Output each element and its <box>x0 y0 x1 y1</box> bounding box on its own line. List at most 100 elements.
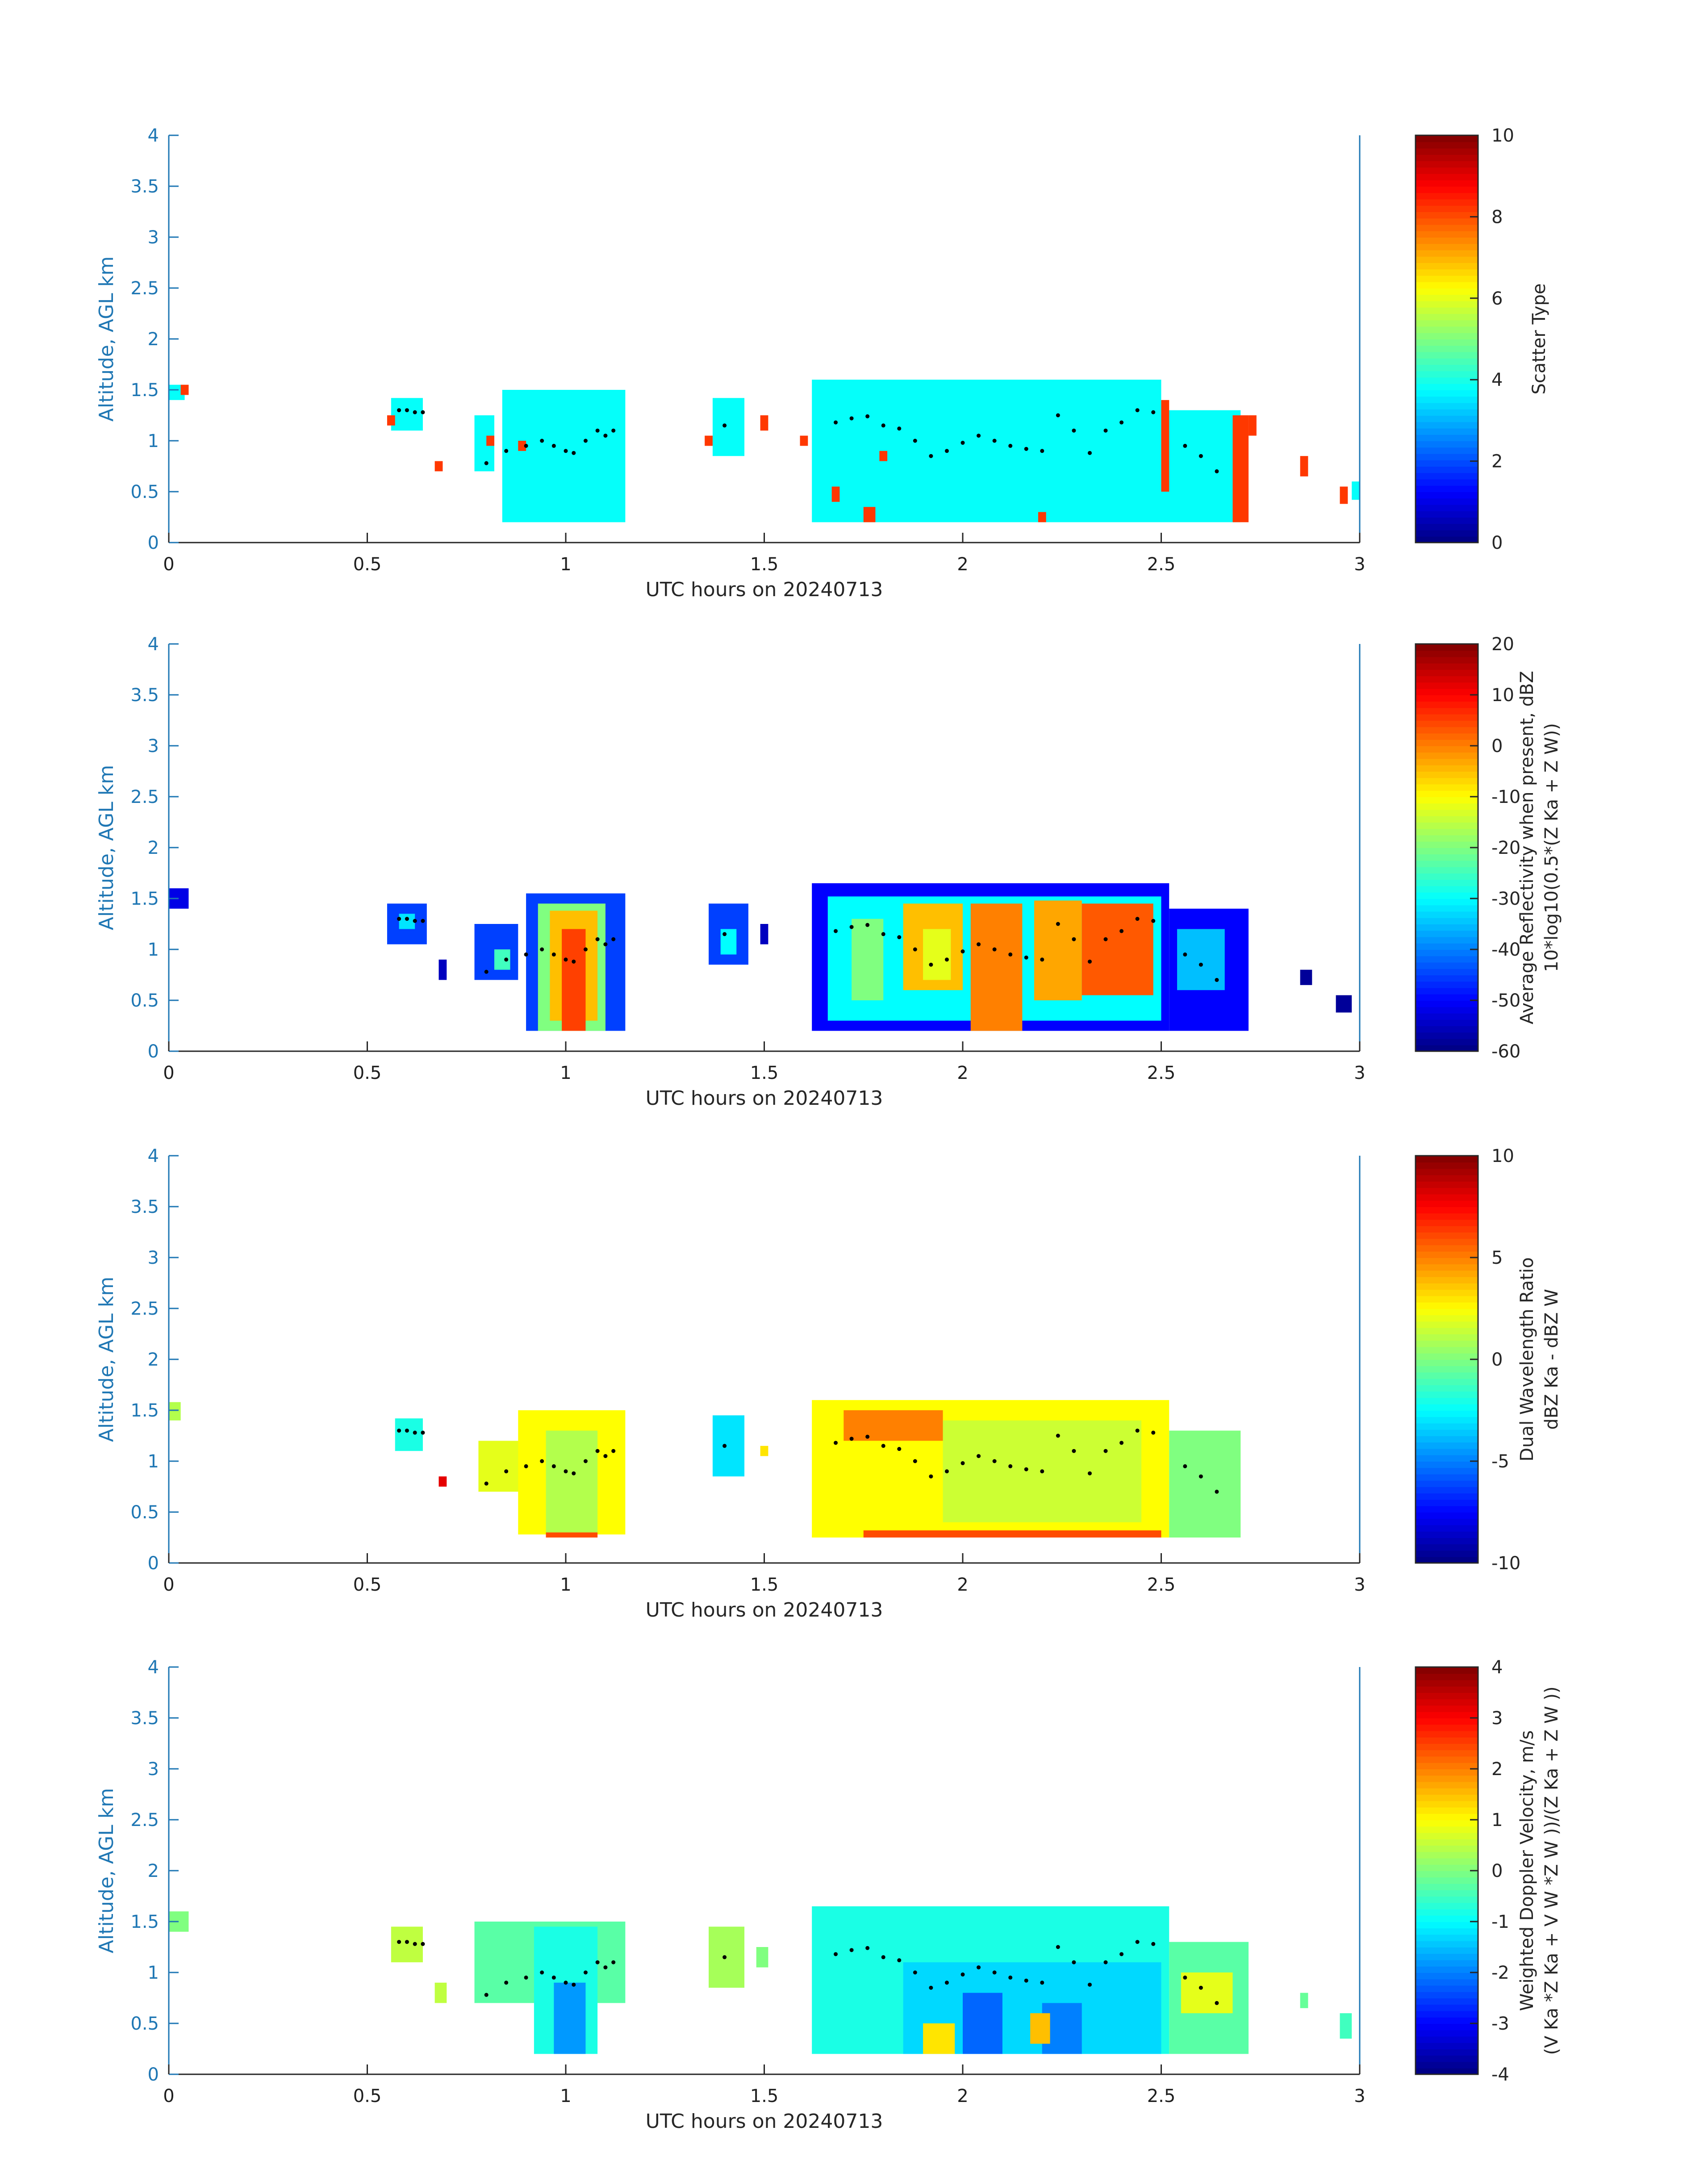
cloud-top-dot <box>1087 1471 1092 1475</box>
colorbar-segment <box>1416 1531 1478 1538</box>
colorbar-segment <box>1416 911 1478 918</box>
cloud-top-dot <box>913 947 917 952</box>
colorbar-segment <box>1416 1378 1478 1385</box>
colorbar-tick-label: -2 <box>1491 1963 1509 1983</box>
colorbar-segment <box>1416 1915 1478 1922</box>
colorbar-segment <box>1416 1512 1478 1519</box>
colorbar-segment <box>1416 326 1478 333</box>
colorbar-segment <box>1416 1762 1478 1769</box>
heatmap-cell <box>712 1415 745 1477</box>
colorbar-segment <box>1416 746 1478 753</box>
colorbar-segment <box>1416 1845 1478 1852</box>
cloud-top-dot <box>1103 1449 1108 1453</box>
colorbar-segment <box>1416 714 1478 721</box>
colorbar-segment <box>1416 1902 1478 1910</box>
cloud-top-dot <box>421 919 425 923</box>
x-tick-label: 2 <box>957 554 968 575</box>
x-tick-label: 0.5 <box>353 1575 382 1595</box>
colorbar-segment <box>1416 822 1478 829</box>
colorbar-segment <box>1416 1308 1478 1316</box>
y-tick-label: 0 <box>148 1553 159 1574</box>
heatmap-cell <box>1169 1430 1241 1538</box>
colorbar-segment <box>1416 1864 1478 1871</box>
heatmap-cell <box>1300 456 1308 476</box>
x-tick-label: 0.5 <box>353 2086 382 2106</box>
colorbar-segment <box>1416 1487 1478 1494</box>
cloud-top-dot <box>849 416 854 421</box>
y-tick-label: 0.5 <box>130 482 159 502</box>
colorbar-segment <box>1416 1788 1478 1795</box>
colorbar-segment <box>1416 409 1478 416</box>
colorbar-segment <box>1416 758 1478 765</box>
cloud-top-dot <box>540 947 544 952</box>
colorbar-segment <box>1416 492 1478 499</box>
heatmap-cell <box>438 959 447 980</box>
y-tick-label: 4 <box>148 1146 159 1166</box>
x-tick-label: 1 <box>560 554 571 575</box>
cloud-top-dot <box>881 423 885 428</box>
colorbar-segment <box>1416 396 1478 403</box>
cloud-top-dot <box>834 1441 838 1445</box>
colorbar-segment <box>1416 1045 1478 1052</box>
cloud-top-dot <box>722 423 727 428</box>
colorbar-segment <box>1416 2055 1478 2062</box>
cloud-top-dot <box>397 1940 401 1944</box>
y-tick-label: 3.5 <box>130 1708 159 1729</box>
cloud-top-dots <box>397 1429 1219 1494</box>
colorbar-segment <box>1416 1499 1478 1506</box>
colorbar-segment <box>1416 797 1478 804</box>
colorbar-segment <box>1416 180 1478 187</box>
colorbar-segment <box>1416 269 1478 276</box>
colorbar-segment <box>1416 224 1478 231</box>
colorbar-segment <box>1416 466 1478 473</box>
cloud-top-dot <box>595 1449 600 1453</box>
colorbar-segment <box>1416 924 1478 931</box>
cloud-top-dot <box>1215 469 1219 473</box>
heatmap-cell <box>399 914 415 929</box>
x-tick-label: 1.5 <box>750 1063 779 1083</box>
cloud-top-dot <box>992 947 997 952</box>
colorbar-segment <box>1416 790 1478 797</box>
colorbar-segment <box>1416 688 1478 695</box>
cloud-top-dot <box>397 1429 401 1433</box>
colorbar-segment <box>1416 994 1478 1001</box>
cloud-top-dot <box>1024 447 1028 451</box>
heatmap-cell <box>1161 400 1169 492</box>
cloud-top-dot <box>484 1481 489 1486</box>
cloud-top-dot <box>897 935 902 940</box>
colorbar-segment <box>1416 1692 1478 1700</box>
heatmap-cell <box>438 1476 447 1487</box>
x-tick-label: 0 <box>163 1575 174 1595</box>
colorbar-segment <box>1416 1775 1478 1782</box>
colorbar-tick-label: 3 <box>1491 1708 1503 1729</box>
cloud-top-dot <box>960 441 965 445</box>
colorbar-segment <box>1416 1972 1478 1980</box>
colorbar-label: Dual Wavelength Ratio <box>1517 1257 1537 1461</box>
colorbar-segment <box>1416 1686 1478 1693</box>
heatmap-cell <box>1082 903 1153 995</box>
cloud-top-dot <box>1103 1960 1108 1964</box>
y-tick-label: 1 <box>148 431 159 451</box>
colorbar-segment <box>1416 1162 1478 1169</box>
colorbar-segment <box>1416 205 1478 212</box>
heatmap-cell <box>391 398 423 431</box>
y-tick-label: 4 <box>148 125 159 146</box>
colorbar-segment <box>1416 1826 1478 1833</box>
colorbar-segment <box>1416 237 1478 244</box>
colorbar: -4 -3 -2 -1 0 1 2 3 4 Weighted Doppler Velocity, … <box>1415 1657 1562 2085</box>
colorbar-segment <box>1416 1013 1478 1020</box>
cloud-top-dot <box>405 1940 409 1944</box>
colorbar-segment <box>1416 313 1478 321</box>
colorbar-segment <box>1416 530 1478 537</box>
colorbar-tick-label: -4 <box>1491 2064 1509 2085</box>
colorbar-segment <box>1416 1276 1478 1283</box>
colorbar-segment <box>1416 1007 1478 1014</box>
colorbar-segment <box>1416 472 1478 480</box>
y-tick-label: 1.5 <box>130 1912 159 1932</box>
cloud-top-dot <box>1183 1975 1187 1980</box>
colorbar-segment <box>1416 656 1478 664</box>
colorbar-segment <box>1416 892 1478 899</box>
colorbar-segment <box>1416 1705 1478 1712</box>
x-tick-label: 3 <box>1354 554 1365 575</box>
